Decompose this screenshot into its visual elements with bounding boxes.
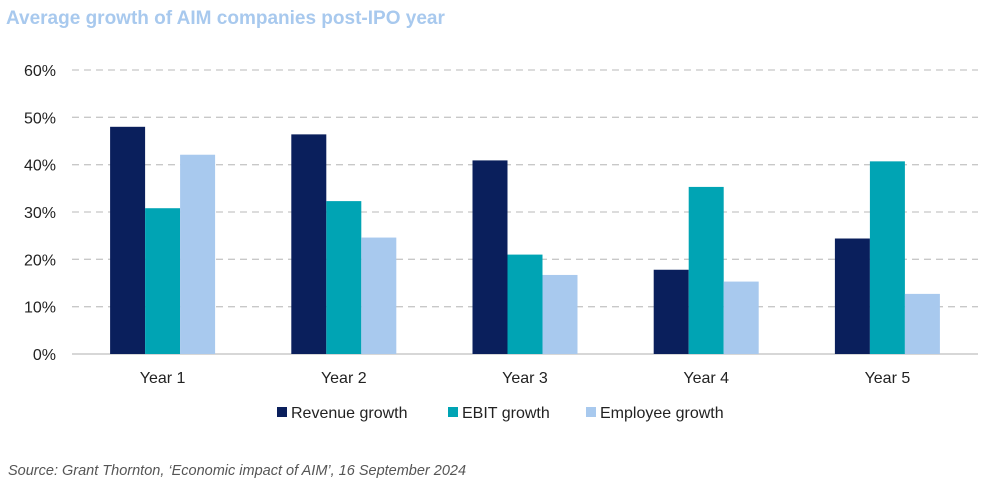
bar-revenue-growth (472, 160, 508, 354)
bar-ebit-growth (869, 161, 905, 354)
x-tick-label: Year 1 (140, 370, 186, 387)
bar-revenue-growth (653, 269, 689, 354)
bar-employee-growth (723, 281, 759, 354)
bar-ebit-growth (507, 254, 543, 354)
y-tick-label: 60% (24, 63, 56, 80)
x-axis: Year 1 Year 2 Year 3 Year 4 Year 5 (140, 370, 911, 387)
y-tick-label: 40% (24, 158, 56, 175)
legend-swatch (448, 407, 458, 417)
bar-ebit-growth (688, 186, 724, 354)
bar-ebit-growth (326, 201, 362, 354)
bar-revenue-growth (110, 126, 146, 354)
bar-revenue-growth (291, 134, 327, 354)
y-tick-label: 50% (24, 110, 56, 127)
bar-employee-growth (180, 154, 216, 354)
x-tick-label: Year 2 (321, 370, 367, 387)
y-tick-label: 20% (24, 252, 56, 269)
gridlines (72, 69, 978, 308)
bar-employee-growth (904, 293, 940, 354)
x-tick-label: Year 3 (502, 370, 548, 387)
bar-employee-growth (542, 274, 578, 354)
y-tick-label: 10% (24, 300, 56, 317)
legend-swatch (277, 407, 287, 417)
legend-swatch (586, 407, 596, 417)
legend: Revenue growth EBIT growth Employee growth (277, 405, 724, 422)
legend-label: Revenue growth (291, 405, 408, 422)
x-tick-label: Year 4 (683, 370, 729, 387)
bars (110, 126, 940, 354)
y-tick-label: 30% (24, 205, 56, 222)
bar-employee-growth (361, 237, 397, 354)
x-tick-label: Year 5 (865, 370, 911, 387)
bar-ebit-growth (145, 208, 181, 354)
bar-revenue-growth (834, 238, 870, 354)
legend-label: Employee growth (600, 405, 724, 422)
chart-title: Average growth of AIM companies post-IPO… (6, 8, 445, 29)
source-note: Source: Grant Thornton, ‘Economic impact… (8, 463, 467, 479)
y-tick-label: 0% (33, 347, 56, 364)
y-axis: 0% 10% 20% 30% 40% 50% 60% (24, 63, 978, 364)
legend-label: EBIT growth (462, 405, 550, 422)
